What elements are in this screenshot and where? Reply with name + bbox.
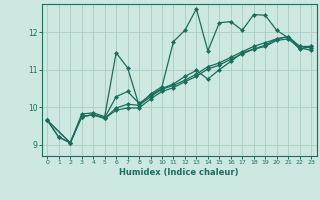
X-axis label: Humidex (Indice chaleur): Humidex (Indice chaleur) bbox=[119, 168, 239, 177]
